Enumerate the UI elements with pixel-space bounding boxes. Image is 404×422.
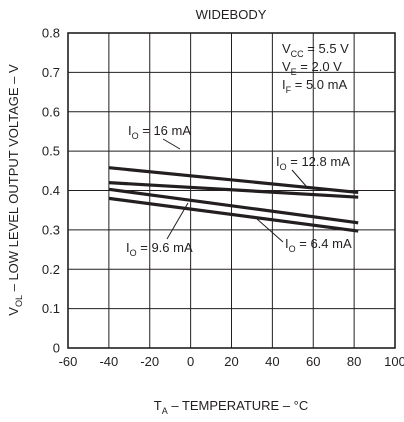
- x-tick-label: -60: [59, 354, 78, 369]
- series-line: [108, 187, 359, 225]
- x-tick-label: 60: [306, 354, 320, 369]
- series-label-6-4ma: IO = 6.4 mA: [285, 236, 352, 254]
- x-tick-labels: -60 -40 -20 0 20 40 60 80 100: [59, 354, 404, 369]
- condition-ve: VE = 2.0 V: [282, 59, 342, 77]
- y-tick-label: 0.4: [42, 183, 60, 198]
- x-tick-label: -40: [99, 354, 118, 369]
- y-tick-label: 0.8: [42, 26, 60, 41]
- chart-title: WIDEBODY: [196, 7, 267, 22]
- condition-vcc: VCC = 5.5 V: [282, 41, 349, 59]
- annotation-leader: [166, 202, 189, 240]
- y-tick-label: 0.3: [42, 222, 60, 237]
- series-line: [108, 181, 359, 199]
- series-label-16ma: IO = 16 mA: [128, 123, 191, 141]
- y-tick-label: 0.7: [42, 65, 60, 80]
- y-tick-label: 0.6: [42, 104, 60, 119]
- condition-if: IF = 5.0 mA: [282, 77, 347, 95]
- series-line: [108, 196, 359, 233]
- x-tick-label: 40: [265, 354, 279, 369]
- y-tick-label: 0.1: [42, 301, 60, 316]
- annotation-leader: [256, 218, 284, 243]
- x-tick-label: 20: [224, 354, 238, 369]
- y-tick-labels: 0 0.1 0.2 0.3 0.4 0.5 0.6 0.7 0.8: [42, 26, 60, 356]
- annotation-leaders: [162, 138, 307, 243]
- x-tick-label: 100: [384, 354, 404, 369]
- x-tick-label: 80: [347, 354, 361, 369]
- series-label-12-8ma: IO = 12.8 mA: [276, 154, 350, 172]
- x-tick-label: -20: [140, 354, 159, 369]
- y-tick-label: 0: [53, 341, 60, 356]
- annotation-leader: [162, 138, 181, 150]
- series-line: [108, 166, 359, 195]
- annotation-leader: [291, 169, 307, 187]
- y-tick-label: 0.5: [42, 144, 60, 159]
- plot-frame: [67, 32, 396, 349]
- y-tick-label: 0.2: [42, 262, 60, 277]
- series-label-9-6ma: IO = 9.6 mA: [126, 240, 193, 258]
- x-tick-label: 0: [187, 354, 194, 369]
- series-lines: [108, 166, 359, 233]
- y-axis-label: VOL – LOW LEVEL OUTPUT VOLTAGE – V: [6, 64, 24, 316]
- x-axis-label: TA – TEMPERATURE – °C: [154, 398, 309, 416]
